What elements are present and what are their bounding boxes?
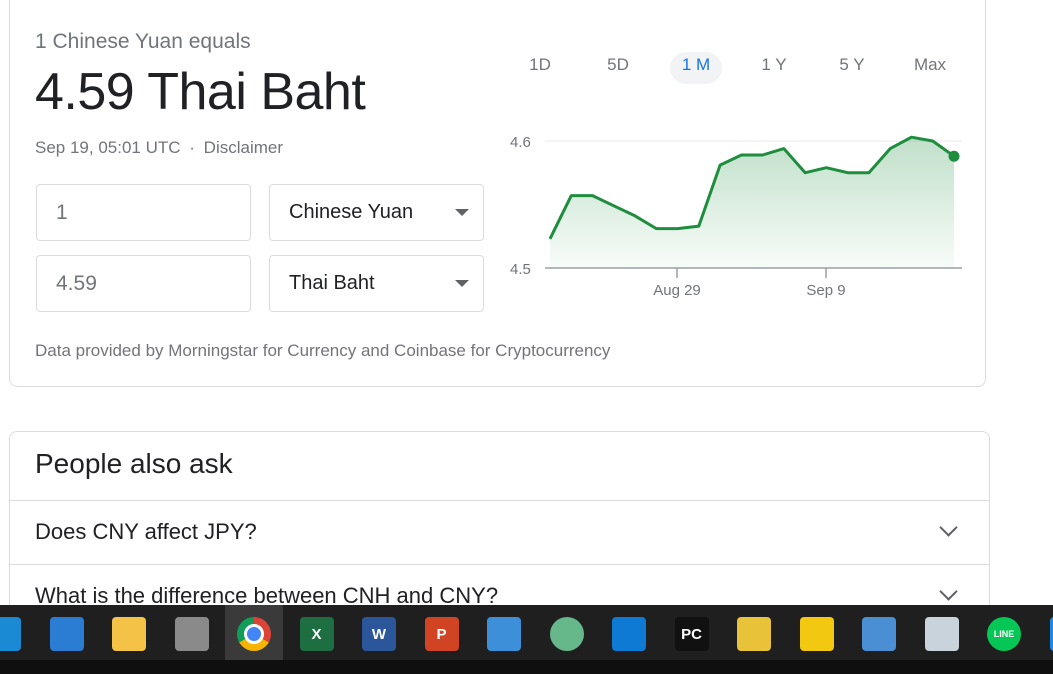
from-amount-value: 1 xyxy=(56,200,68,224)
to-amount-input[interactable]: 4.59 xyxy=(36,255,251,312)
series-line xyxy=(548,135,955,240)
taskbar-app-button[interactable] xyxy=(725,605,783,663)
file-explorer-icon xyxy=(112,617,146,651)
taskbar-app-button[interactable] xyxy=(0,605,33,663)
separator: · xyxy=(189,138,195,157)
taskbar-app-button[interactable] xyxy=(100,605,158,663)
taskbar-app-button[interactable] xyxy=(38,605,96,663)
atom-icon xyxy=(549,617,584,651)
taskbar-app-button[interactable]: PC xyxy=(663,605,721,663)
question-text: Does CNY affect JPY? xyxy=(35,519,257,544)
chrome-icon xyxy=(237,617,271,651)
powerpoint-icon: P xyxy=(424,617,459,651)
current-value-marker xyxy=(948,150,960,162)
section-title: People also ask xyxy=(35,448,233,479)
range-tab-1y[interactable]: 1 Y xyxy=(761,55,787,74)
y-tick-label: 4.5 xyxy=(510,261,531,278)
question-row[interactable]: What is the difference between CNH and C… xyxy=(10,564,989,628)
python-icon xyxy=(924,617,959,651)
excel-icon: X xyxy=(299,617,334,651)
app-icon xyxy=(487,617,521,651)
rate-meta: Sep 19, 05:01 UTC · Disclaimer xyxy=(35,138,283,158)
question-text: What is the difference between CNH and C… xyxy=(35,583,499,608)
pycharm-icon: PC xyxy=(674,617,709,651)
y-tick-label: 4.6 xyxy=(510,134,531,151)
range-tab-max[interactable]: Max xyxy=(913,55,947,74)
to-currency-label: Thai Baht xyxy=(289,272,375,294)
conversion-result: 4.59 Thai Baht xyxy=(35,63,366,121)
x-tick-label: Sep 9 xyxy=(806,282,845,299)
taskbar-app-button[interactable] xyxy=(225,605,283,663)
taskbar-app-button[interactable]: X xyxy=(288,605,346,663)
to-currency-select[interactable]: Thai Baht xyxy=(269,255,484,312)
chrome-center xyxy=(244,624,264,644)
taskbar-app-button[interactable] xyxy=(1038,605,1053,663)
exchange-rate-chart[interactable]: 4.6 4.5 Aug 29 Sep 9 xyxy=(505,125,975,305)
word-icon: W xyxy=(362,617,396,651)
vscode-icon xyxy=(612,617,646,651)
taskbar-lower-strip xyxy=(0,660,1053,674)
dropdown-caret-icon xyxy=(455,280,469,287)
photos-icon xyxy=(1049,617,1053,651)
disclaimer-link[interactable]: Disclaimer xyxy=(203,138,284,157)
taskbar-app-button[interactable] xyxy=(850,605,908,663)
range-tab-1m[interactable]: 1 M xyxy=(670,52,722,84)
range-tabs: 1D 5D 1 M 1 Y 5 Y Max xyxy=(510,52,970,84)
people-also-ask-section: People also ask Does CNY affect JPY? Wha… xyxy=(9,431,990,631)
taskbar-app-button[interactable] xyxy=(475,605,533,663)
taskbar-app-button[interactable] xyxy=(538,605,596,663)
line-icon: LINE xyxy=(987,617,1021,651)
to-amount-value: 4.59 xyxy=(56,271,97,295)
calculator-icon xyxy=(174,617,209,651)
from-amount-input[interactable]: 1 xyxy=(36,184,251,241)
taskbar-app-button[interactable] xyxy=(913,605,971,663)
taskbar-app-button[interactable] xyxy=(600,605,658,663)
from-currency-select[interactable]: Chinese Yuan xyxy=(269,184,484,241)
chevron-down-icon xyxy=(939,518,958,537)
tool-icon xyxy=(737,617,771,651)
chevron-down-icon xyxy=(939,582,958,601)
series-area xyxy=(550,137,954,268)
range-tab-5d[interactable]: 5D xyxy=(607,55,629,74)
taskbar-app-button[interactable] xyxy=(163,605,221,663)
from-currency-label: Chinese Yuan xyxy=(289,201,414,223)
equals-label: 1 Chinese Yuan equals xyxy=(35,30,251,53)
data-source-note: Data provided by Morningstar for Currenc… xyxy=(35,341,611,360)
taskbar-app-button[interactable]: P xyxy=(413,605,471,663)
edge-icon xyxy=(0,617,21,651)
taskbar-app-button[interactable] xyxy=(788,605,846,663)
timestamp: Sep 19, 05:01 UTC xyxy=(35,138,181,157)
mail-icon xyxy=(49,617,84,651)
question-row[interactable]: Does CNY affect JPY? xyxy=(10,500,989,564)
range-tab-1d[interactable]: 1D xyxy=(529,55,551,74)
dropdown-caret-icon xyxy=(455,209,469,216)
cloud-icon xyxy=(862,617,896,651)
taskbar-app-button[interactable]: W xyxy=(350,605,408,663)
powerbi-icon xyxy=(799,617,834,651)
x-tick-label: Aug 29 xyxy=(653,282,701,299)
taskbar-app-button[interactable]: LINE xyxy=(975,605,1033,663)
range-tab-5y[interactable]: 5 Y xyxy=(839,55,865,74)
